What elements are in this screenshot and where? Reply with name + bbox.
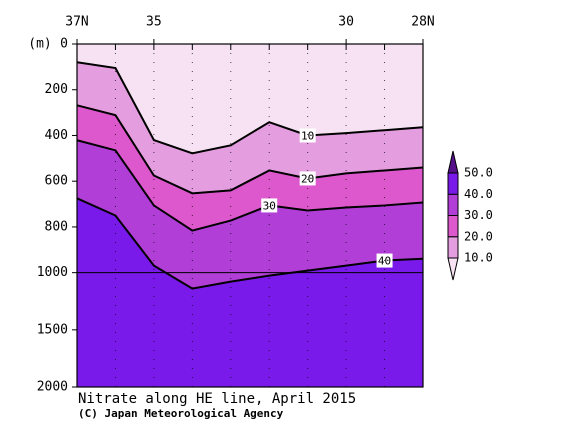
y-axis-label: (m) <box>28 37 51 52</box>
colorbar-label: 20.0 <box>464 229 493 243</box>
contour-label-bg <box>299 171 316 186</box>
colorbar-band <box>447 193 459 216</box>
contour-label: 30 <box>263 199 276 212</box>
y-tick-label: 400 <box>45 128 68 143</box>
plot-frame <box>76 43 424 388</box>
chart-title: Nitrate along HE line, April 2015 <box>78 391 356 407</box>
contour-label-bg <box>261 198 278 213</box>
contour-label: 20 <box>301 172 314 185</box>
contour-line <box>76 197 424 290</box>
x-tick-label: 35 <box>146 15 162 30</box>
y-tick-label: 0 <box>60 37 68 52</box>
colorbar-label: 40.0 <box>464 187 493 201</box>
y-tick-label: 600 <box>45 174 68 189</box>
contour-label: 40 <box>378 255 391 268</box>
y-tick-label: 2000 <box>37 380 68 395</box>
y-tick-label: 1500 <box>37 322 68 337</box>
colorbar-band <box>447 215 459 238</box>
x-tick-label: 37N <box>65 15 88 30</box>
colorbar-low <box>447 257 459 281</box>
x-tick-label: 28N <box>411 15 434 30</box>
contour-label-bg <box>299 128 316 143</box>
y-tick-label: 200 <box>45 82 68 97</box>
colorbar-high <box>447 150 459 174</box>
colorbar-band <box>447 172 459 195</box>
colorbar-label: 50.0 <box>464 166 493 180</box>
contour-line <box>76 104 424 195</box>
y-tick-label: 800 <box>45 219 68 234</box>
chart-credit: (C) Japan Meteorological Agency <box>78 407 284 420</box>
contour-fill <box>77 198 423 387</box>
colorbar-label: 10.0 <box>464 251 493 265</box>
contour-line <box>76 61 424 155</box>
colorbar-label: 30.0 <box>464 208 493 222</box>
x-tick-label: 30 <box>338 15 354 30</box>
y-tick-label: 1000 <box>37 265 68 280</box>
contour-line <box>76 139 424 232</box>
contour-label: 10 <box>301 129 314 142</box>
colorbar-band <box>447 236 459 259</box>
